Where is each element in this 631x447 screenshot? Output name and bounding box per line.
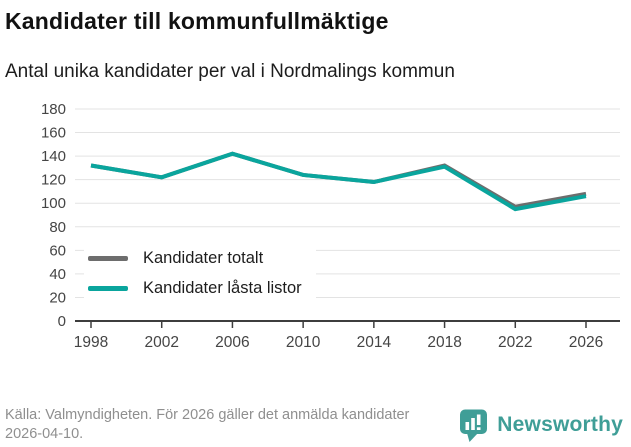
y-tick-label: 100 [41, 195, 66, 212]
chart-legend: Kandidater totalt Kandidater låsta listo… [84, 243, 316, 304]
newsworthy-logo[interactable]: Newsworthy [459, 408, 623, 443]
chart-subtitle: Antal unika kandidater per val i Nordmal… [5, 61, 455, 82]
y-tick-label: 180 [41, 101, 66, 118]
y-tick-label: 160 [41, 125, 66, 142]
x-tick-label: 2010 [286, 334, 321, 351]
y-tick-label: 80 [49, 219, 66, 236]
line-chart: 0 20 40 60 80 100 120 140 160 180 1998 2002 2006 2010… [0, 96, 631, 358]
chart-card: Kandidater till kommunfullmäktige Antal … [0, 8, 631, 447]
series-line-kandidater-l-sta-listor [90, 151, 587, 212]
legend-item-locked-lists: Kandidater låsta listor [88, 279, 302, 298]
legend-label-locked-lists: Kandidater låsta listor [143, 279, 302, 297]
x-tick-label: 2002 [144, 334, 178, 351]
y-tick-label: 20 [49, 289, 66, 306]
y-tick-label: 40 [49, 266, 66, 283]
legend-item-total: Kandidater totalt [88, 249, 302, 268]
newsworthy-logo-icon [460, 409, 488, 442]
x-tick-label: 2022 [498, 334, 532, 351]
y-tick-label: 0 [58, 313, 66, 330]
line-chart-svg: 0 20 40 60 80 100 120 140 160 180 1998 2002 2006 2010… [41, 101, 620, 351]
y-tick-label: 60 [49, 242, 66, 259]
legend-swatch-locked-lists [88, 286, 128, 291]
x-tick-label: 2018 [427, 334, 461, 351]
x-tick-label: 2014 [357, 334, 392, 351]
y-tick-label: 140 [41, 148, 66, 165]
newsworthy-wordmark: Newsworthy [497, 413, 623, 437]
x-tick-label: 2026 [569, 334, 603, 351]
legend-swatch-total [88, 256, 128, 261]
y-tick-label: 120 [41, 172, 66, 189]
chart-title: Kandidater till kommunfullmäktige [5, 8, 389, 34]
source-note: Källa: Valmyndigheten. För 2026 gäller d… [5, 406, 410, 443]
legend-label-total: Kandidater totalt [143, 249, 264, 267]
x-tick-label: 1998 [74, 334, 108, 351]
chart-footer: Källa: Valmyndigheten. För 2026 gäller d… [0, 406, 631, 445]
x-tick-label: 2006 [215, 334, 249, 351]
